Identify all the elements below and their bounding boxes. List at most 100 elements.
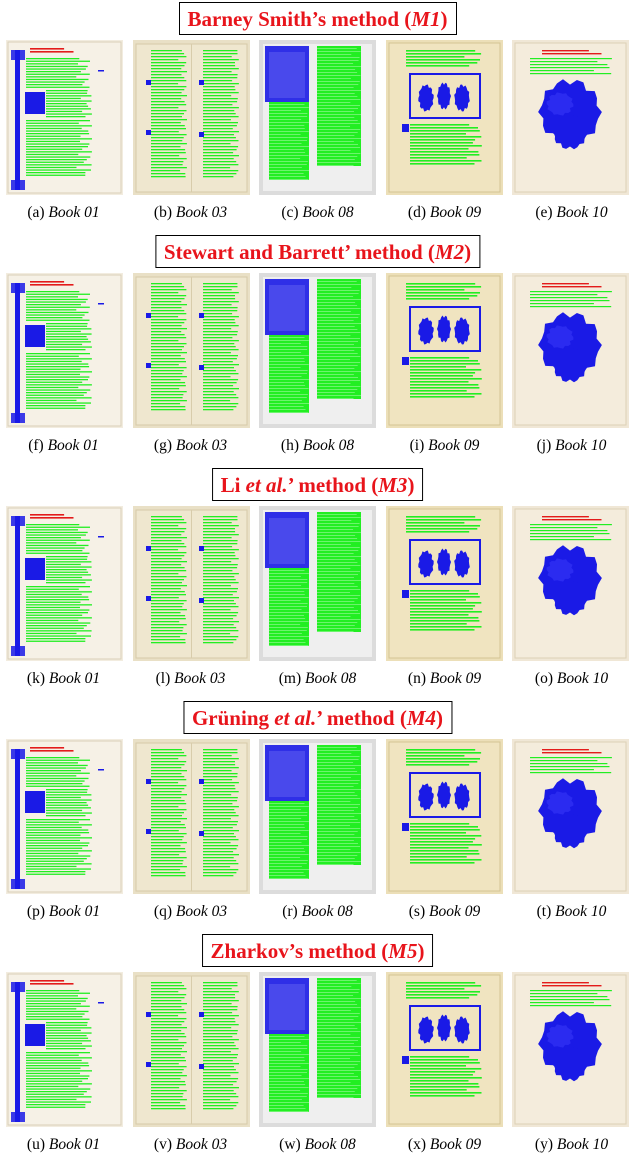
caption-letter: (o) [534,670,553,687]
caption-book: Book 08 [301,903,353,920]
thumbnail-book-03 [132,506,250,661]
caption-book: Book 09 [429,1136,482,1153]
method-abbreviation: M1 [411,7,441,31]
subfigure-caption: (w) Book 08 [254,1134,381,1156]
caption-letter: (x) [407,1136,426,1153]
subfigure-caption: (j) Book 10 [508,435,635,457]
method-title-italic: et al. [245,473,288,497]
caption-letter: (j) [536,437,552,454]
subfigure-caption: (n) Book 09 [381,668,508,690]
caption-letter: (m) [278,670,302,687]
segmentation-result-image [132,273,250,428]
method-title-close: ) [417,939,425,963]
caption-book: Book 03 [174,670,226,687]
method-section-m3: Li et al.’ method (M3) [0,466,635,699]
segmentation-result-image [385,739,503,894]
caption-letter: (r) [282,903,298,920]
caption-row: (k) Book 01 (l) Book 03 (m) Book 08 (n) … [0,668,635,690]
caption-book: Book 10 [555,903,607,920]
subfigure-caption: (q) Book 03 [127,901,254,923]
method-title-close: ) [436,706,444,730]
thumbnail-book-01 [6,506,123,661]
caption-book: Book 08 [302,437,355,454]
method-section-m2: Stewart and Barrett’ method (M2) [0,233,635,466]
caption-book: Book 10 [556,204,608,221]
thumbnail-book-10 [512,506,629,661]
caption-letter: (e) [535,204,553,221]
thumbnail-book-09 [385,506,503,661]
thumbnail-row [6,273,629,428]
caption-book: Book 09 [428,437,480,454]
segmentation-result-image [132,40,250,195]
caption-book: Book 08 [304,1136,356,1153]
subfigure-caption: (k) Book 01 [0,668,127,690]
segmentation-result-image [6,40,123,195]
caption-letter: (u) [26,1136,45,1153]
caption-letter: (h) [280,437,299,454]
segmentation-result-image [259,739,376,894]
subfigure-caption: (d) Book 09 [381,202,508,224]
thumbnail-book-09 [385,40,503,195]
method-title: Grüning et al.’ method (M4) [182,701,453,734]
thumbnail-book-03 [132,40,250,195]
segmentation-result-image [132,739,250,894]
method-section-m4: Grüning et al.’ method (M4) [0,699,635,932]
subfigure-caption: (s) Book 09 [381,901,508,923]
caption-letter: (f) [28,437,44,454]
caption-letter: (q) [153,903,172,920]
subfigure-caption: (y) Book 10 [508,1134,635,1156]
segmentation-result-image [512,506,629,661]
caption-letter: (d) [407,204,426,221]
thumbnail-book-08 [259,40,376,195]
thumbnail-book-08 [259,972,376,1127]
subfigure-caption: (u) Book 01 [0,1134,127,1156]
thumbnail-book-10 [512,40,629,195]
thumbnail-row [6,40,629,195]
subfigure-caption: (i) Book 09 [381,435,508,457]
method-abbreviation: M2 [434,240,465,264]
thumbnail-book-08 [259,273,376,428]
caption-row: (a) Book 01 (b) Book 03 (c) Book 08 (d) … [0,202,635,224]
method-title-close: ) [440,7,448,31]
subfigure-caption: (v) Book 03 [127,1134,254,1156]
thumbnail-book-09 [385,739,503,894]
method-title: Zharkov’s method (M5) [201,934,434,967]
caption-book: Book 10 [556,1136,609,1153]
method-section-m1: Barney Smith’s method (M1) [0,0,635,233]
thumbnail-book-01 [6,40,123,195]
method-title-text-post: ’ method ( [316,706,407,730]
segmentation-result-image [512,972,629,1127]
segmentation-result-image [6,972,123,1127]
caption-letter: (i) [409,437,425,454]
method-abbreviation: M5 [388,939,418,963]
subfigure-caption: (a) Book 01 [0,202,127,224]
segmentation-result-image [259,40,376,195]
thumbnail-row [6,506,629,661]
segmentation-result-image [385,506,503,661]
caption-row: (p) Book 01 (q) Book 03 (r) Book 08 (s) … [0,901,635,923]
thumbnail-book-03 [132,739,250,894]
caption-book: Book 01 [48,1136,101,1153]
caption-letter: (n) [407,670,426,687]
thumbnail-book-09 [385,972,503,1127]
method-title-text: Stewart and Barrett’ method ( [163,240,435,264]
thumbnail-book-10 [512,273,629,428]
caption-letter: (b) [153,204,172,221]
caption-letter: (p) [26,903,45,920]
method-title-text: Grüning [191,706,275,730]
thumbnail-book-08 [259,739,376,894]
subfigure-caption: (p) Book 01 [0,901,127,923]
subfigure-caption: (h) Book 08 [254,435,381,457]
segmentation-result-image [132,506,250,661]
segmentation-result-image [385,273,503,428]
subfigure-caption: (t) Book 10 [508,901,635,923]
thumbnail-book-08 [259,506,376,661]
thumbnail-book-01 [6,972,123,1127]
caption-letter: (t) [536,903,552,920]
caption-book: Book 09 [429,903,481,920]
method-title: Li et al.’ method (M3) [211,468,424,501]
subfigure-caption: (l) Book 03 [127,668,254,690]
method-abbreviation: M4 [406,706,437,730]
caption-book: Book 08 [305,670,357,687]
caption-book: Book 01 [48,903,101,920]
